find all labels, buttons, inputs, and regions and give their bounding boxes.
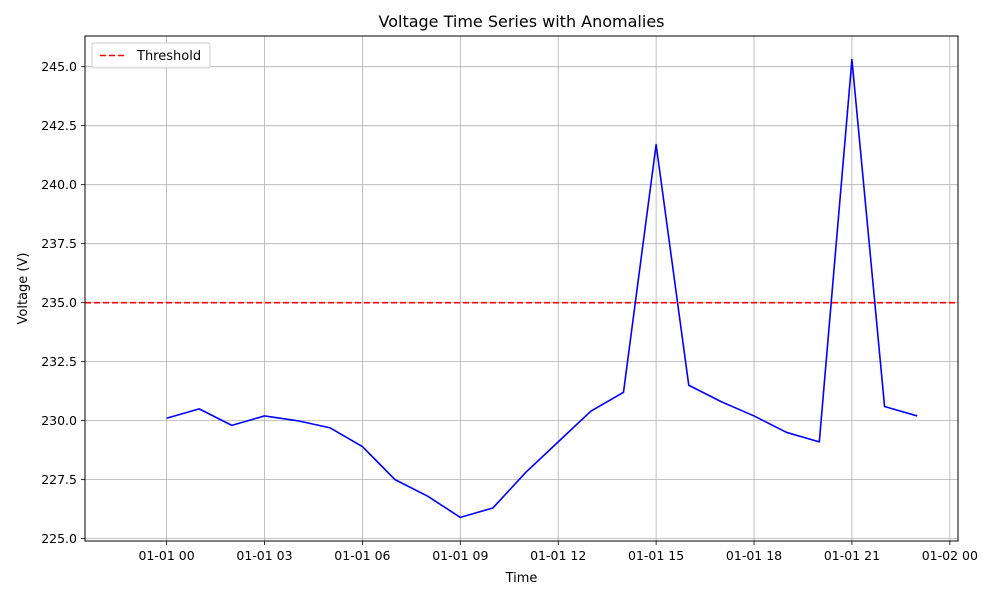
voltage-line (166, 58, 918, 519)
legend-threshold-label: Threshold (136, 49, 201, 64)
chart-title: Voltage Time Series with Anomalies (379, 12, 665, 31)
legend-box (91, 42, 211, 69)
y-tick-label: 245.0 (41, 59, 77, 74)
x-tick-label: 01-02 00 (922, 548, 978, 563)
y-tick-label: 232.5 (41, 354, 77, 369)
y-tick-label: 242.5 (41, 118, 77, 133)
legend: Threshold (91, 42, 211, 69)
x-tick-label: 01-01 00 (138, 548, 194, 563)
y-tick-label: 230.0 (41, 413, 77, 428)
x-tick-label: 01-01 21 (824, 548, 880, 563)
series-layer (166, 58, 918, 519)
x-tick-label: 01-01 12 (530, 548, 586, 563)
x-tick-label: 01-01 09 (432, 548, 488, 563)
y-tick-label: 240.0 (41, 177, 77, 192)
x-tick-label: 01-01 15 (628, 548, 684, 563)
y-axis-ticks: 225.0 227.5 230.0 232.5 235.0 237.5 240.0 242.5… (41, 59, 85, 546)
grid (85, 36, 958, 541)
x-axis-label: Time (505, 571, 538, 586)
y-tick-label: 237.5 (41, 236, 77, 251)
y-tick-label: 227.5 (41, 472, 77, 487)
x-axis-ticks: 01-01 00 01-01 03 01-01 06 01-01 09 01-01 12… (138, 541, 978, 563)
y-axis-label: Voltage (V) (16, 253, 31, 325)
x-tick-label: 01-01 03 (236, 548, 292, 563)
y-tick-label: 235.0 (41, 295, 77, 310)
x-tick-label: 01-01 06 (334, 548, 390, 563)
y-tick-label: 225.0 (41, 531, 77, 546)
plot-frame (84, 35, 959, 542)
x-tick-label: 01-01 18 (726, 548, 782, 563)
